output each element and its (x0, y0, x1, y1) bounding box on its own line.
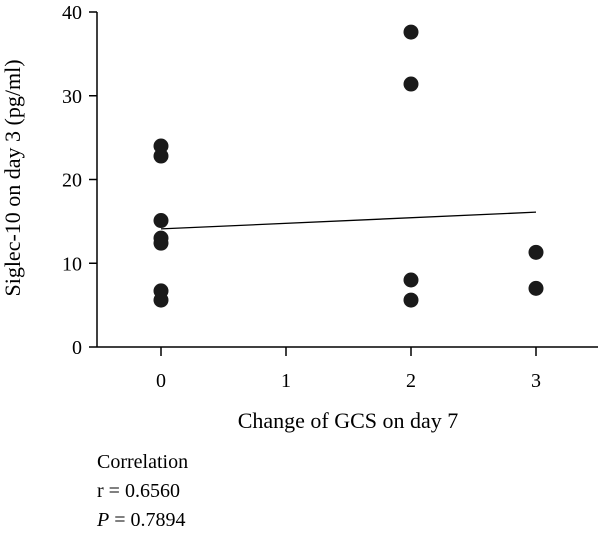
data-point (153, 213, 169, 229)
axes: 0 10 20 30 40 0 1 2 3 (62, 2, 598, 392)
x-tick-label: 1 (281, 370, 291, 392)
x-tick-label: 2 (406, 370, 416, 392)
correlation-stats: Correlation r = 0.6560 P = 0.7894 (97, 448, 188, 535)
data-point (528, 280, 544, 296)
x-tick-label: 0 (156, 370, 166, 392)
data-point (403, 292, 419, 308)
y-tick-label: 40 (62, 2, 82, 24)
y-tick-label: 30 (62, 86, 82, 108)
regression-line (160, 211, 537, 230)
r-value: r = 0.6560 (97, 480, 180, 502)
data-point (403, 76, 419, 92)
data-point (153, 292, 169, 308)
y-axis-label: Siglec-10 on day 3 (pg/ml) (0, 59, 25, 296)
y-tick-label: 10 (62, 253, 82, 275)
x-tick-label: 3 (531, 370, 541, 392)
data-point (153, 235, 169, 251)
correlation-heading: Correlation (97, 451, 189, 473)
scatter-chart: 0 10 20 30 40 0 1 2 3 Change of GCS on day 7 Sig… (0, 2, 598, 433)
p-value-text: = 0.7894 (109, 509, 186, 531)
fit-line-group (160, 211, 537, 230)
y-tick-label: 0 (72, 337, 82, 359)
y-tick-label: 20 (62, 170, 82, 192)
data-point (403, 24, 419, 40)
data-point (528, 244, 544, 260)
p-symbol: P (97, 509, 110, 531)
data-points (153, 24, 544, 308)
data-point (153, 148, 169, 164)
p-value: P = 0.7894 (97, 506, 188, 535)
data-point (403, 272, 419, 288)
x-axis-label: Change of GCS on day 7 (238, 408, 459, 433)
